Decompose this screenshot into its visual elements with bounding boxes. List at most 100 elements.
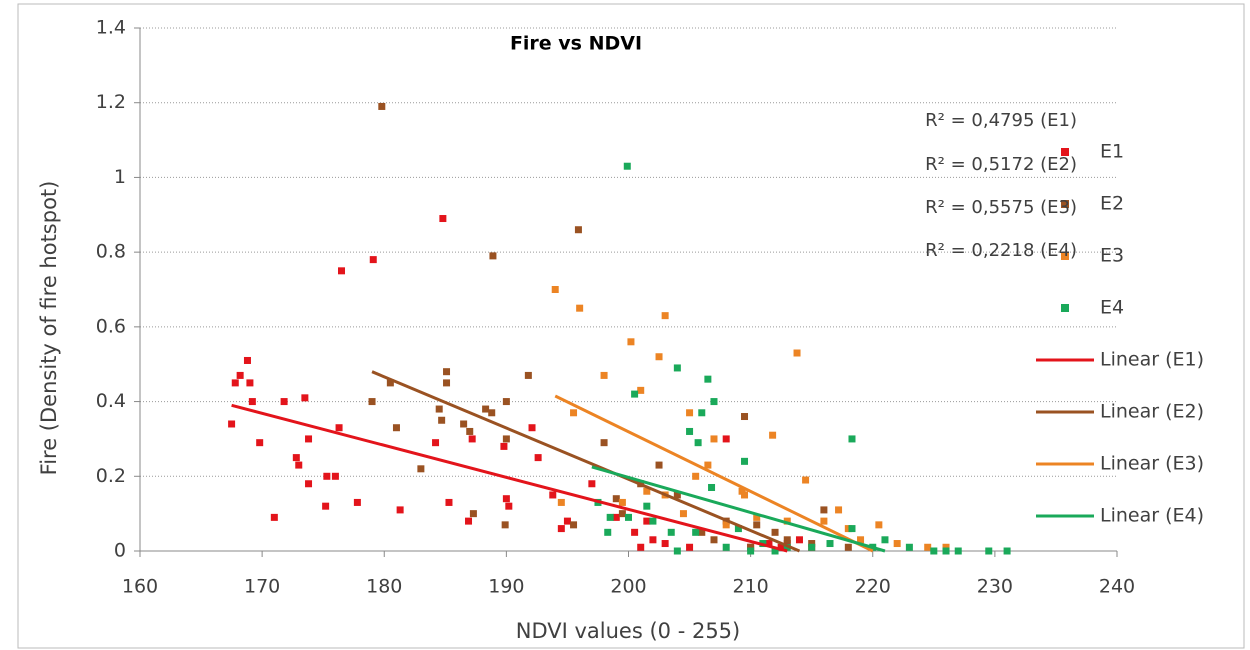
point: [438, 416, 446, 424]
legend-marker: [1061, 304, 1069, 312]
point: [942, 543, 950, 551]
point: [549, 491, 557, 499]
point: [820, 506, 828, 514]
point: [686, 427, 694, 435]
point: [612, 513, 620, 521]
point: [722, 435, 730, 443]
point: [301, 394, 309, 402]
point: [985, 547, 993, 555]
point: [753, 521, 761, 529]
trendline: [554, 394, 874, 553]
point: [857, 536, 865, 544]
point: [256, 439, 264, 447]
point: [292, 454, 300, 462]
x-tick-label: 240: [1099, 576, 1135, 598]
point: [710, 435, 718, 443]
x-tick-label: 200: [610, 576, 646, 598]
trendline: [231, 403, 788, 553]
y-tick-label: 0.8: [96, 241, 126, 263]
point: [236, 371, 244, 379]
point: [783, 517, 791, 525]
point: [710, 536, 718, 544]
point: [694, 439, 702, 447]
point: [844, 543, 852, 551]
point: [765, 540, 773, 548]
point: [551, 286, 559, 293]
y-tick-label: 0: [114, 540, 126, 562]
r-squared-label: R² = 0,4795 (E1): [925, 110, 1077, 131]
point: [708, 483, 716, 491]
point: [631, 528, 639, 536]
point: [692, 528, 700, 536]
point: [228, 420, 236, 428]
point: [369, 256, 377, 264]
point: [930, 547, 938, 555]
point: [600, 371, 608, 379]
point: [378, 102, 386, 110]
point: [469, 510, 477, 518]
point: [563, 517, 571, 525]
y-tick-label: 0.2: [96, 465, 126, 487]
point: [557, 498, 565, 506]
point: [445, 498, 453, 506]
legend-label: Linear (E4): [1100, 505, 1204, 527]
point: [905, 543, 913, 551]
point: [443, 368, 451, 376]
point: [338, 267, 346, 275]
point: [305, 435, 313, 443]
point: [808, 543, 816, 551]
point: [704, 461, 712, 469]
point: [954, 547, 962, 555]
point: [417, 465, 425, 473]
point: [488, 409, 496, 417]
point: [353, 498, 361, 506]
point: [505, 502, 513, 510]
point: [893, 540, 901, 548]
point: [570, 521, 578, 529]
point: [576, 304, 584, 312]
point: [637, 543, 645, 551]
point: [826, 540, 834, 548]
point: [618, 510, 626, 518]
y-axis-title: Fire (Density of fire hotspot): [37, 181, 61, 476]
point: [534, 454, 542, 462]
point: [1003, 547, 1011, 555]
x-axis-title: NDVI values (0 - 255): [516, 619, 740, 643]
point: [386, 379, 394, 387]
point: [848, 435, 856, 443]
point: [625, 513, 632, 521]
x-tick-label: 230: [977, 576, 1013, 598]
point: [396, 506, 404, 514]
point: [741, 457, 749, 465]
r-squared-label: R² = 0,5172 (E2): [925, 154, 1077, 175]
point: [574, 226, 582, 234]
point: [600, 439, 608, 447]
point: [722, 521, 730, 529]
point: [392, 424, 400, 432]
point: [747, 543, 755, 551]
legend-label: Linear (E2): [1100, 401, 1204, 423]
point: [655, 461, 663, 469]
legend-label: E2: [1100, 193, 1124, 215]
y-tick-label: 0.6: [96, 315, 126, 337]
point: [698, 528, 706, 536]
point: [649, 517, 657, 525]
point: [777, 543, 785, 551]
point: [741, 413, 749, 421]
chart-title: Fire vs NDVI: [510, 33, 642, 55]
point: [466, 427, 474, 435]
point: [793, 349, 801, 357]
point: [489, 252, 497, 260]
point: [710, 398, 718, 406]
point: [667, 528, 675, 536]
point: [502, 435, 510, 443]
point: [686, 409, 694, 417]
point: [305, 480, 313, 488]
legend-label: Linear (E3): [1100, 453, 1204, 475]
r-squared-label: R² = 0,5575 (E3): [925, 197, 1077, 218]
point: [783, 536, 791, 544]
point: [643, 502, 651, 510]
point: [588, 480, 596, 488]
point: [295, 461, 303, 469]
